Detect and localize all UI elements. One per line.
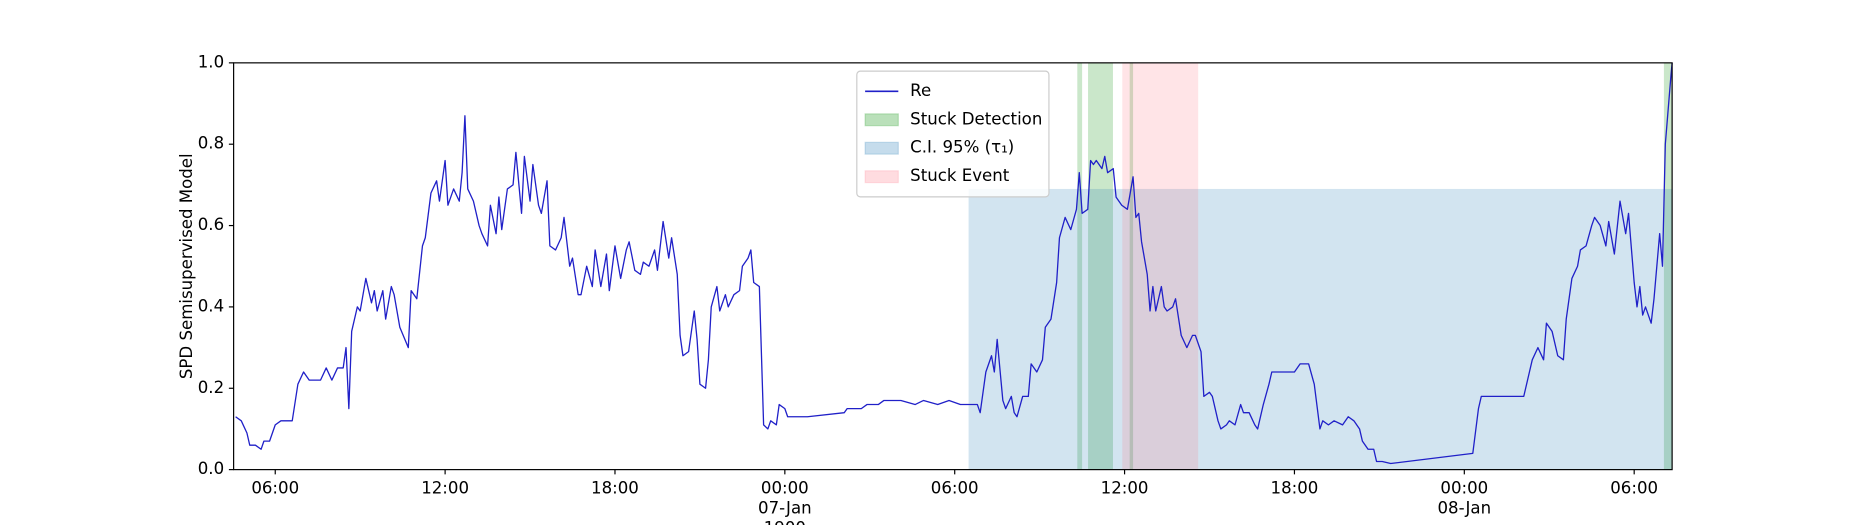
y-tick-label: 0.4 — [198, 296, 224, 315]
x-tick-label: 18:00 — [591, 478, 639, 497]
legend: Re Stuck Detection C.I. 95% (τ₁) Stuck Even… — [856, 70, 1050, 198]
legend-swatch — [864, 141, 899, 155]
span — [1077, 62, 1083, 470]
x-tick-label: 18:00 — [1271, 478, 1319, 497]
y-axis-label: SPD Semisupervised Model — [177, 153, 196, 379]
legend-label: Stuck Detection — [910, 109, 1042, 128]
y-tick-label: 1.0 — [198, 52, 224, 71]
span — [1129, 62, 1134, 470]
x-tick-label: 12:00 — [1101, 478, 1149, 497]
x-tick-label: 06:00 — [931, 478, 979, 497]
plot-frame — [233, 62, 1673, 471]
y-tick-label: 0.2 — [198, 378, 224, 397]
y-tick-label: 0.0 — [198, 459, 224, 478]
x-tick-label: 00:00 08-Jan — [1438, 478, 1492, 517]
legend-label: Stuck Event — [910, 166, 1010, 185]
legend-label: Re — [910, 81, 931, 100]
data-line — [235, 62, 1673, 465]
x-tick-label: 06:00 — [251, 478, 299, 497]
legend-swatch — [864, 113, 899, 127]
legend-frame — [856, 70, 1050, 198]
x-tick-label: 06:00 — [1610, 478, 1658, 497]
y-tick-label: 0.8 — [198, 134, 224, 153]
span — [1088, 62, 1113, 470]
span — [1663, 62, 1673, 470]
y-tick-label: 0.6 — [198, 215, 224, 234]
legend-swatch — [864, 170, 899, 184]
span — [1122, 62, 1199, 470]
span — [968, 188, 1673, 470]
x-tick-label: 12:00 — [421, 478, 469, 497]
legend-label: C.I. 95% (τ₁) — [910, 138, 1014, 157]
